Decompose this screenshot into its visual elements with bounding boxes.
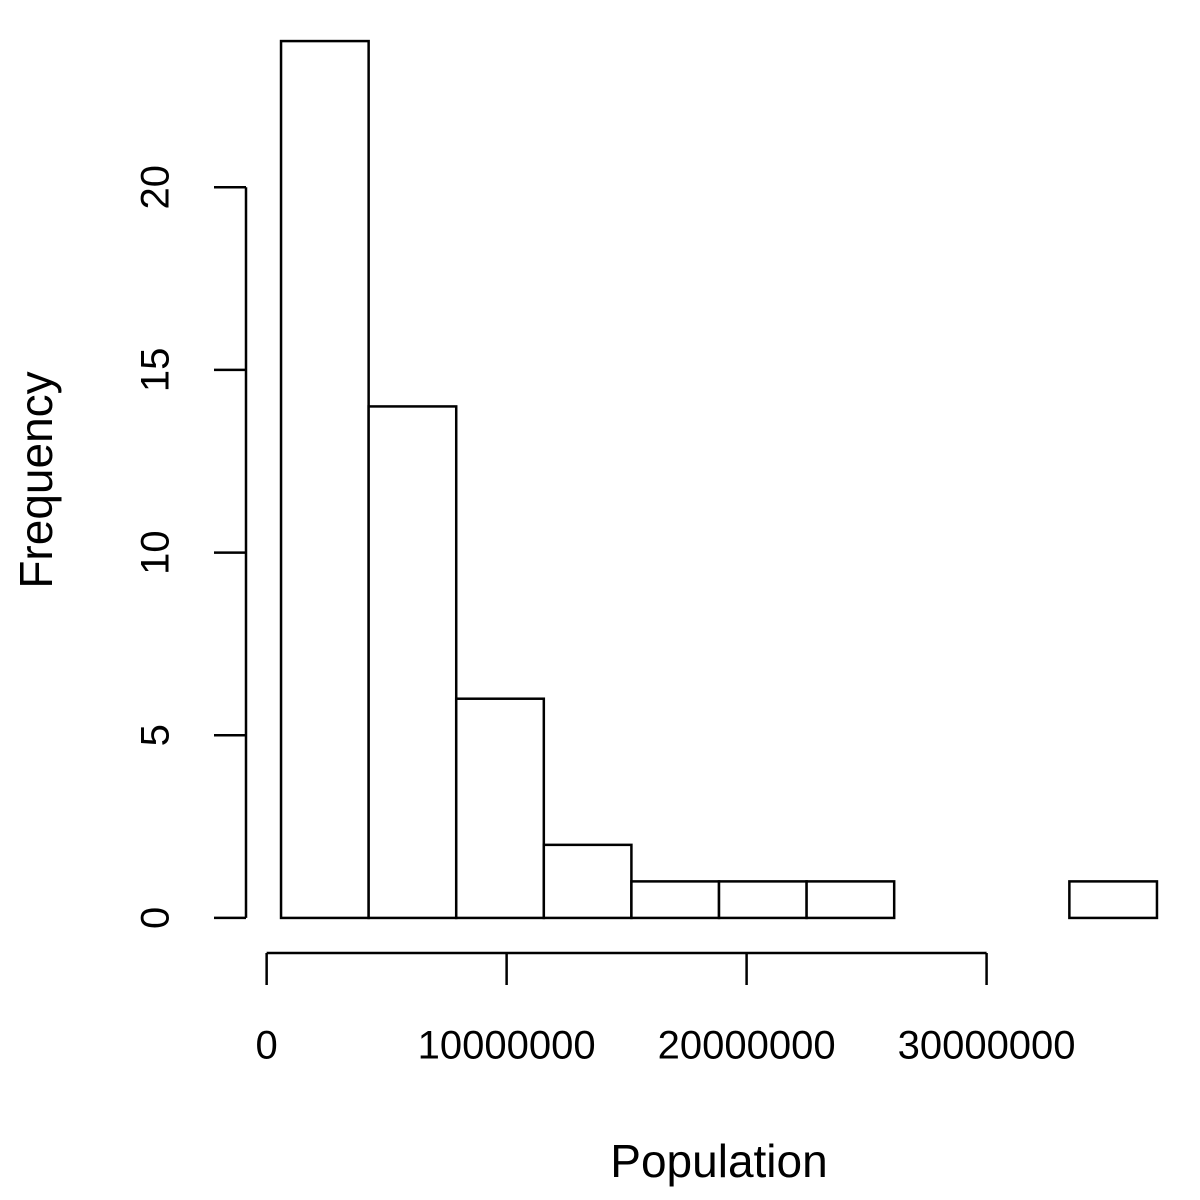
y-tick-label: 15	[134, 348, 178, 393]
x-axis-title: Population	[610, 1135, 827, 1187]
bar	[367, 405, 458, 920]
bar	[542, 843, 633, 920]
x-tick-label: 20000000	[658, 1024, 836, 1068]
x-tick-label: 30000000	[898, 1024, 1076, 1068]
y-tick-label: 10	[134, 530, 178, 575]
y-tick-label: 20	[134, 165, 178, 210]
bar	[630, 880, 721, 920]
bar	[805, 880, 896, 920]
bar	[279, 39, 370, 920]
x-tick-label: 0	[256, 1024, 278, 1068]
bar	[454, 697, 546, 920]
bar	[1068, 880, 1159, 920]
y-tick-label: 0	[134, 907, 178, 929]
x-tick-label: 10000000	[418, 1024, 596, 1068]
y-tick-label: 5	[134, 724, 178, 746]
y-axis-title: Frequency	[10, 371, 62, 588]
bar	[717, 880, 808, 920]
